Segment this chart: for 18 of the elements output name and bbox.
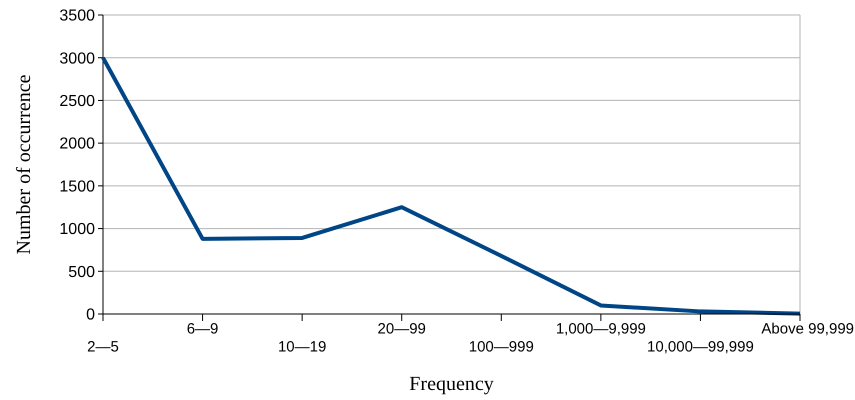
x-tick-label: 20—99 bbox=[378, 320, 426, 338]
y-tick-label: 3000 bbox=[59, 50, 96, 68]
y-tick-label: 500 bbox=[68, 264, 96, 281]
x-tick-label: 10—19 bbox=[278, 338, 326, 356]
x-axis-title: Frequency bbox=[409, 373, 494, 395]
x-tick-label: 100—999 bbox=[468, 338, 534, 356]
y-tick-label: 3500 bbox=[59, 8, 96, 25]
y-tick-label: 2500 bbox=[59, 93, 96, 110]
y-axis-title: Number of occurrence bbox=[13, 74, 35, 254]
y-tick-label: 2000 bbox=[59, 136, 96, 153]
y-tick-label: 1000 bbox=[59, 221, 96, 238]
x-tick-label: 10,000—99,999 bbox=[647, 338, 754, 356]
y-tick-label: 1500 bbox=[59, 178, 96, 196]
x-tick-label: 2—5 bbox=[87, 338, 119, 356]
x-tick-label: 6—9 bbox=[186, 320, 218, 338]
x-tick-label: 1,000—9,999 bbox=[556, 320, 646, 338]
y-tick-label: 0 bbox=[86, 306, 96, 324]
x-tick-label: Above 99,999 bbox=[761, 320, 854, 338]
